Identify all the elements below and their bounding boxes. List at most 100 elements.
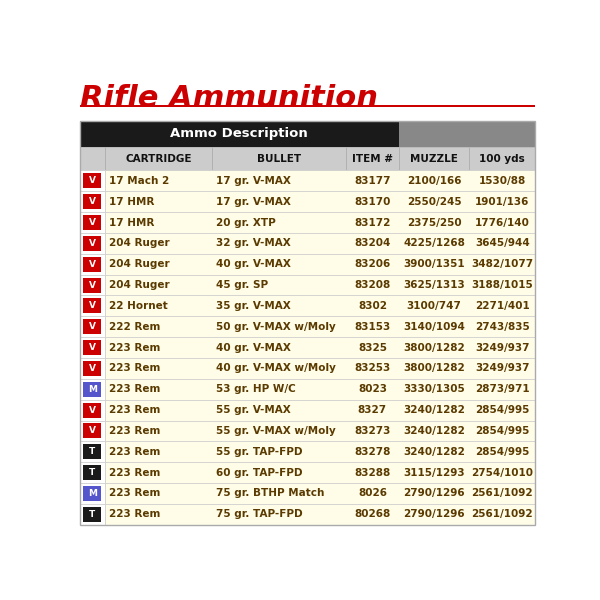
Text: 1776/140: 1776/140 xyxy=(475,218,530,227)
Text: 60 gr. TAP-FPD: 60 gr. TAP-FPD xyxy=(215,467,302,478)
Text: 50 gr. V-MAX w/Moly: 50 gr. V-MAX w/Moly xyxy=(215,322,335,332)
Bar xyxy=(105,442,535,462)
Text: M: M xyxy=(88,489,97,498)
Text: V: V xyxy=(89,281,95,290)
Bar xyxy=(105,275,535,295)
Text: 100 yds: 100 yds xyxy=(479,154,525,164)
Bar xyxy=(83,424,101,439)
Bar xyxy=(105,462,535,483)
Bar xyxy=(80,191,105,212)
Text: 223 Rem: 223 Rem xyxy=(109,364,161,373)
Bar xyxy=(83,319,101,334)
Text: M: M xyxy=(88,385,97,394)
Text: 2561/1092: 2561/1092 xyxy=(472,488,533,499)
Text: 4225/1268: 4225/1268 xyxy=(403,238,465,248)
Text: 223 Rem: 223 Rem xyxy=(109,343,161,353)
Text: 3330/1305: 3330/1305 xyxy=(403,384,465,394)
Bar xyxy=(80,233,105,254)
Text: 8302: 8302 xyxy=(358,301,387,311)
Text: 83170: 83170 xyxy=(354,197,391,206)
Bar xyxy=(83,173,101,188)
Bar xyxy=(80,316,105,337)
Bar xyxy=(83,361,101,376)
Bar xyxy=(83,257,101,272)
Text: 3900/1351: 3900/1351 xyxy=(403,259,465,269)
Text: 223 Rem: 223 Rem xyxy=(109,467,161,478)
Text: 2854/995: 2854/995 xyxy=(475,405,529,415)
Bar xyxy=(83,236,101,251)
Bar xyxy=(212,148,346,170)
Bar xyxy=(398,148,469,170)
Text: MUZZLE: MUZZLE xyxy=(410,154,458,164)
Bar xyxy=(105,483,535,504)
Text: 2550/245: 2550/245 xyxy=(407,197,461,206)
Bar xyxy=(469,148,535,170)
Text: 3800/1282: 3800/1282 xyxy=(403,343,465,353)
Bar xyxy=(83,465,101,480)
Text: 17 gr. V-MAX: 17 gr. V-MAX xyxy=(215,197,290,206)
Text: 223 Rem: 223 Rem xyxy=(109,447,161,457)
Text: 8023: 8023 xyxy=(358,384,387,394)
Text: 55 gr. TAP-FPD: 55 gr. TAP-FPD xyxy=(215,447,302,457)
Text: 83153: 83153 xyxy=(355,322,391,332)
Text: 53 gr. HP W/C: 53 gr. HP W/C xyxy=(215,384,295,394)
Bar xyxy=(80,379,105,400)
Text: 75 gr. TAP-FPD: 75 gr. TAP-FPD xyxy=(215,509,302,520)
Text: 223 Rem: 223 Rem xyxy=(109,426,161,436)
Bar xyxy=(398,121,535,148)
Bar xyxy=(105,254,535,275)
Text: 1901/136: 1901/136 xyxy=(475,197,529,206)
Bar xyxy=(80,504,105,525)
Bar xyxy=(83,486,101,501)
Bar xyxy=(80,105,535,107)
Text: V: V xyxy=(89,427,95,436)
Text: T: T xyxy=(89,510,95,519)
Text: 83204: 83204 xyxy=(354,238,391,248)
Text: 3240/1282: 3240/1282 xyxy=(403,426,465,436)
Text: 223 Rem: 223 Rem xyxy=(109,384,161,394)
Bar xyxy=(83,215,101,230)
Text: 3800/1282: 3800/1282 xyxy=(403,364,465,373)
Text: T: T xyxy=(89,468,95,477)
Text: 3140/1094: 3140/1094 xyxy=(403,322,465,332)
Bar xyxy=(83,445,101,460)
Bar xyxy=(105,191,535,212)
Bar xyxy=(80,400,105,421)
Text: 2271/401: 2271/401 xyxy=(475,301,530,311)
Text: 2854/995: 2854/995 xyxy=(475,447,529,457)
Text: V: V xyxy=(89,260,95,269)
Text: T: T xyxy=(89,448,95,457)
Bar xyxy=(80,121,535,525)
Bar xyxy=(80,212,105,233)
Bar xyxy=(83,278,101,293)
Bar xyxy=(80,148,105,170)
Text: 223 Rem: 223 Rem xyxy=(109,488,161,499)
Text: 204 Ruger: 204 Ruger xyxy=(109,280,170,290)
Text: 2790/1296: 2790/1296 xyxy=(403,488,465,499)
Text: 83288: 83288 xyxy=(355,467,391,478)
Text: 83172: 83172 xyxy=(354,218,391,227)
Text: 3249/937: 3249/937 xyxy=(475,364,530,373)
Text: 75 gr. BTHP Match: 75 gr. BTHP Match xyxy=(215,488,324,499)
Text: 2873/971: 2873/971 xyxy=(475,384,530,394)
Bar xyxy=(83,194,101,209)
Bar xyxy=(105,295,535,316)
Text: 83208: 83208 xyxy=(355,280,391,290)
Text: 17 Mach 2: 17 Mach 2 xyxy=(109,176,170,186)
Text: 17 gr. V-MAX: 17 gr. V-MAX xyxy=(215,176,290,186)
Text: 3625/1313: 3625/1313 xyxy=(403,280,465,290)
Text: V: V xyxy=(89,343,95,352)
Bar xyxy=(80,358,105,379)
Text: 204 Ruger: 204 Ruger xyxy=(109,238,170,248)
Text: 3240/1282: 3240/1282 xyxy=(403,447,465,457)
Text: 3249/937: 3249/937 xyxy=(475,343,530,353)
Bar xyxy=(80,275,105,295)
Bar xyxy=(105,233,535,254)
Bar xyxy=(83,507,101,522)
Text: V: V xyxy=(89,197,95,206)
Bar xyxy=(80,462,105,483)
Bar xyxy=(105,316,535,337)
Bar xyxy=(105,379,535,400)
Text: 80268: 80268 xyxy=(355,509,391,520)
Text: 204 Ruger: 204 Ruger xyxy=(109,259,170,269)
